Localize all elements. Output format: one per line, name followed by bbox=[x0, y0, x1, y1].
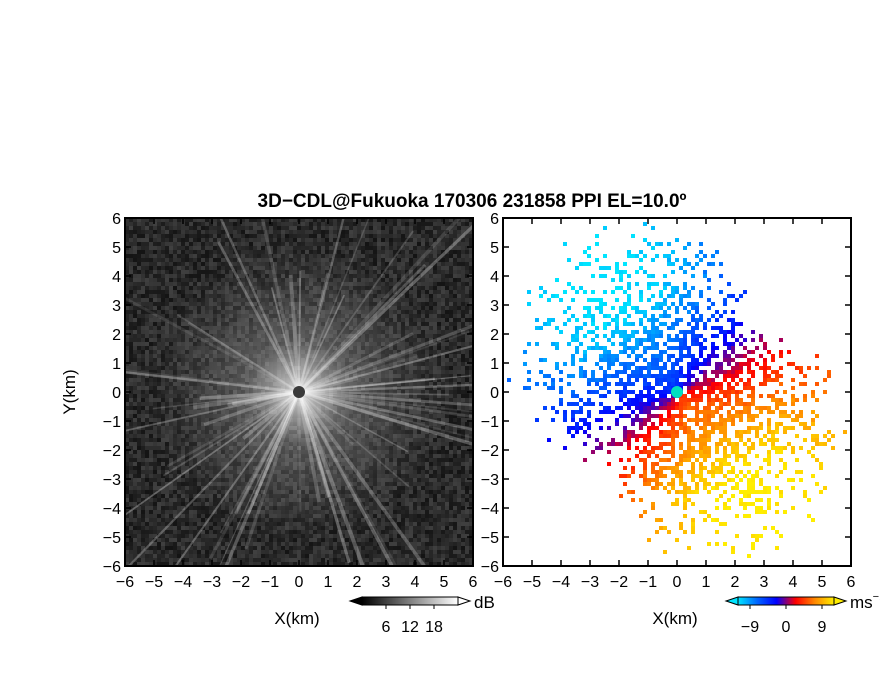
colorbar-tick-label: −9 bbox=[741, 619, 759, 636]
colorbar-ramp bbox=[737, 596, 835, 606]
colorbar-ramp bbox=[361, 596, 459, 606]
y-tick-label: 1 bbox=[112, 356, 121, 373]
velocity-panel: −6 −5 −4 −3 −2 −1 0 1 2 3 4 5 6 6 5 4 3 2 1 0 −1 −2 −3 −4 −5 −6 X(… bbox=[481, 211, 880, 636]
radar-site-marker bbox=[293, 386, 305, 398]
y-tick-label: 1 bbox=[490, 356, 499, 373]
x-tick-label: 4 bbox=[789, 574, 798, 591]
y-tick-label: 3 bbox=[490, 298, 499, 315]
y-tick-label: −5 bbox=[103, 530, 121, 547]
x-tick-label: 1 bbox=[702, 574, 711, 591]
heatmap-image bbox=[507, 222, 847, 558]
y-tick-label: −3 bbox=[481, 472, 499, 489]
colorbar-tick-label: 9 bbox=[818, 619, 827, 636]
y-tick-label: −4 bbox=[481, 501, 499, 518]
x-axis-label: X(km) bbox=[652, 609, 697, 628]
chart-title: 3D−CDL@Fukuoka 170306 231858 PPI EL=10.0… bbox=[258, 191, 687, 212]
x-tick-label: −5 bbox=[145, 574, 163, 591]
x-tick-label: 1 bbox=[324, 574, 333, 591]
colorbar-tick-label: 0 bbox=[782, 619, 791, 636]
colorbar-unit: dB bbox=[474, 593, 495, 612]
x-tick-label: −4 bbox=[552, 574, 570, 591]
colorbar-unit-exponent: −1 bbox=[873, 591, 880, 603]
y-tick-label: 0 bbox=[490, 385, 499, 402]
y-tick-label: −2 bbox=[481, 443, 499, 460]
y-tick-label: 2 bbox=[112, 327, 121, 344]
y-tick-label: 2 bbox=[490, 327, 499, 344]
y-tick-label: 0 bbox=[112, 385, 121, 402]
x-tick-label: −2 bbox=[610, 574, 628, 591]
y-tick-label: −6 bbox=[481, 559, 499, 576]
y-tick-label: 3 bbox=[112, 298, 121, 315]
x-tick-label: 6 bbox=[847, 574, 856, 591]
x-tick-label: 2 bbox=[353, 574, 362, 591]
colorbar-high-arrow bbox=[457, 596, 472, 606]
y-tick-label: 5 bbox=[490, 240, 499, 257]
y-axis-label: Y(km) bbox=[60, 369, 79, 414]
x-tick-label: −3 bbox=[203, 574, 221, 591]
colorbar: −9 0 9 ms−1 bbox=[724, 591, 880, 636]
x-tick-label: 3 bbox=[382, 574, 391, 591]
x-tick-label: 2 bbox=[731, 574, 740, 591]
colorbar-high-arrow bbox=[833, 596, 848, 606]
x-tick-label: −5 bbox=[523, 574, 541, 591]
y-tick-label: −6 bbox=[103, 559, 121, 576]
y-tick-label: 6 bbox=[112, 211, 121, 228]
x-tick-label: 5 bbox=[440, 574, 449, 591]
y-tick-label: 4 bbox=[490, 269, 499, 286]
x-tick-label: −6 bbox=[494, 574, 512, 591]
y-tick-label: −4 bbox=[103, 501, 121, 518]
x-tick-label: 6 bbox=[469, 574, 478, 591]
colorbar-tick-label: 12 bbox=[401, 619, 419, 636]
y-tick-label: 6 bbox=[490, 211, 499, 228]
y-tick-label: 5 bbox=[112, 240, 121, 257]
x-tick-label: 4 bbox=[411, 574, 420, 591]
heatmap-image bbox=[125, 218, 473, 566]
colorbar-tick-label: 18 bbox=[425, 619, 443, 636]
y-tick-label: 4 bbox=[112, 269, 121, 286]
x-tick-label: 3 bbox=[760, 574, 769, 591]
x-tick-label: 5 bbox=[818, 574, 827, 591]
x-tick-label: −1 bbox=[639, 574, 657, 591]
y-tick-label: −2 bbox=[103, 443, 121, 460]
colorbar-tick-label: 6 bbox=[382, 619, 391, 636]
x-tick-label: −3 bbox=[581, 574, 599, 591]
x-tick-label: −4 bbox=[174, 574, 192, 591]
reflectivity-panel: −6 −5 −4 −3 −2 −1 0 1 2 3 4 5 66543210−1−2−3−4−5−6X(… bbox=[60, 211, 495, 636]
y-tick-label: −1 bbox=[481, 414, 499, 431]
y-tick-label: −5 bbox=[481, 530, 499, 547]
radar-site-marker bbox=[671, 386, 683, 398]
colorbar-unit: ms−1 bbox=[850, 591, 880, 612]
colorbar-low-arrow bbox=[724, 596, 739, 606]
x-tick-label: −2 bbox=[232, 574, 250, 591]
x-tick-label: −6 bbox=[116, 574, 134, 591]
y-tick-label: −1 bbox=[103, 414, 121, 431]
x-tick-label: 0 bbox=[295, 574, 304, 591]
colorbar: 6 12 18 dB bbox=[348, 593, 495, 636]
colorbar-low-arrow bbox=[348, 596, 363, 606]
x-tick-label: 0 bbox=[673, 574, 682, 591]
x-axis-label: X(km) bbox=[274, 609, 319, 628]
y-tick-label: −3 bbox=[103, 472, 121, 489]
x-tick-label: −1 bbox=[261, 574, 279, 591]
